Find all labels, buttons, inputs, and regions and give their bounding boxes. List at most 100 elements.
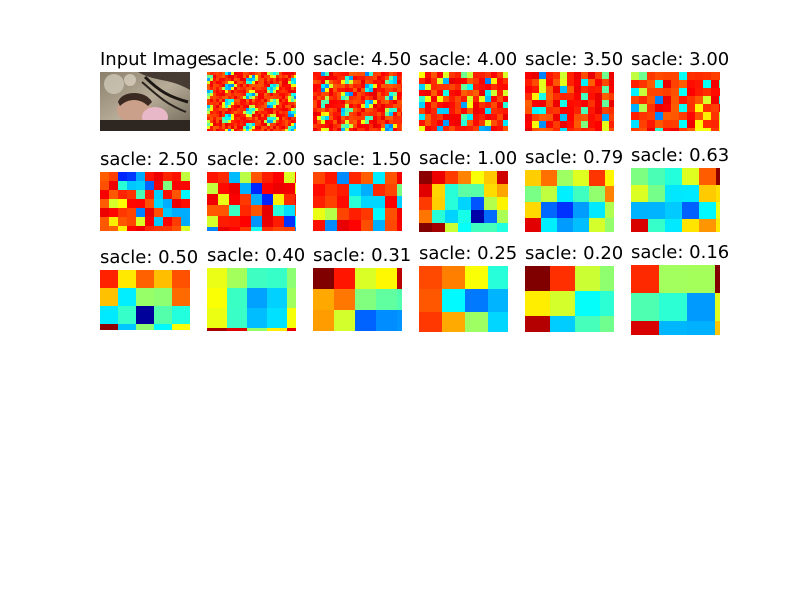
heatmap-cell: [393, 104, 398, 109]
heatmap-cell: [313, 104, 318, 109]
heatmap-cell: [567, 93, 575, 101]
heatmap-cell: [639, 72, 648, 81]
heatmap: [100, 270, 190, 330]
heatmap-cell: [213, 78, 217, 82]
heatmap-cell: [231, 111, 235, 115]
heatmap-cell: [345, 92, 350, 97]
heatmap-cell: [574, 128, 582, 131]
heatmap-cell: [127, 226, 137, 231]
heatmap-cell: [525, 218, 542, 232]
heatmap-cell: [703, 88, 712, 97]
heatmap-cell: [665, 202, 683, 220]
heatmap-cell: [588, 114, 596, 122]
heatmap-cell: [255, 81, 259, 85]
heatmap-cell: [181, 226, 190, 231]
heatmap-cell: [261, 111, 265, 115]
heatmap-cell: [317, 88, 322, 93]
heatmap-cell: [419, 289, 443, 313]
heatmap-cell: [546, 72, 554, 80]
heatmap-cell: [671, 120, 680, 129]
heatmap-cell: [213, 75, 217, 79]
heatmap-cell: [246, 99, 250, 103]
heatmap-cell: [589, 218, 606, 232]
heatmap-cell: [560, 72, 568, 80]
heatmap: [419, 266, 508, 332]
heatmap-cell: [181, 199, 190, 209]
heatmap-cell: [365, 76, 370, 81]
heatmap-cell: [373, 120, 378, 125]
heatmap-cell: [207, 111, 211, 115]
heatmap-cell: [539, 72, 547, 80]
heatmap-cell: [219, 75, 223, 79]
heatmap-cell: [291, 114, 295, 118]
panel-title: sacle: 0.63: [631, 145, 730, 166]
heatmap-cell: [541, 186, 558, 203]
heatmap-cell: [246, 87, 250, 91]
heatmap-cell: [560, 128, 568, 131]
heatmap-cell: [270, 102, 274, 106]
heatmap-cell: [369, 128, 374, 131]
heatmap-cell: [485, 72, 492, 79]
heatmap-cell: [329, 128, 334, 131]
heatmap-cell: [539, 107, 547, 115]
heatmap-cell: [295, 216, 296, 228]
heatmap-cell: [345, 76, 350, 81]
heatmap-cell: [258, 117, 262, 121]
heatmap-cell: [234, 72, 238, 76]
heatmap-cell: [219, 102, 223, 106]
heatmap-cell: [255, 120, 259, 124]
heatmap-cell: [365, 88, 370, 93]
heatmap-cell: [243, 129, 247, 131]
heatmap-cell: [365, 112, 370, 117]
heatmap-cell: [541, 202, 558, 219]
heatmap-cell: [246, 123, 250, 127]
heatmap-cell: [525, 79, 533, 87]
heatmap-cell: [419, 108, 426, 115]
heatmap-cell: [240, 93, 244, 97]
heatmap-cell: [261, 75, 265, 79]
heatmap-cell: [249, 105, 253, 109]
heatmap-cell: [258, 81, 262, 85]
heatmap-cell: [100, 181, 110, 191]
heatmap-cell: [373, 104, 378, 109]
heatmap-cell: [251, 172, 263, 184]
heatmap-cell: [443, 72, 450, 79]
heatmap-cell: [240, 227, 252, 231]
heatmap-cell: [252, 87, 256, 91]
heatmap-cell: [321, 112, 326, 117]
heatmap-cell: [284, 227, 296, 231]
heatmap-cell: [210, 87, 214, 91]
heatmap-cell: [240, 90, 244, 94]
heatmap-cell: [213, 129, 217, 131]
heatmap-cell: [647, 104, 656, 113]
heatmap-cell: [377, 80, 382, 85]
heatmap-cell: [294, 117, 296, 121]
heatmap-cell: [261, 84, 265, 88]
heatmap-cell: [207, 72, 211, 76]
heatmap-cell: [581, 93, 589, 101]
heatmap-cell: [437, 102, 444, 109]
heatmap-cell: [219, 87, 223, 91]
heatmap-cell: [397, 128, 402, 131]
heatmap-cell: [243, 99, 247, 103]
heatmap-cell: [695, 104, 704, 113]
heatmap-cell: [100, 306, 119, 325]
heatmap-cell: [365, 128, 370, 131]
heatmap-cell: [285, 102, 289, 106]
heatmap-cell: [261, 90, 265, 94]
heatmap-cell: [228, 117, 232, 121]
heatmap-cell: [581, 86, 589, 94]
heatmap-cell: [213, 81, 217, 85]
heatmap-cell: [663, 88, 672, 97]
heatmap-cell: [349, 128, 354, 131]
heatmap-cell: [181, 217, 190, 227]
heatmap-cell: [639, 80, 648, 89]
heatmap-cell: [261, 129, 265, 131]
heatmap-cell: [243, 108, 247, 112]
heatmap-cell: [695, 96, 704, 105]
heatmap-cell: [389, 72, 394, 77]
heatmap-cell: [219, 78, 223, 82]
heatmap-cell: [687, 321, 716, 335]
heatmap-cell: [136, 190, 146, 200]
heatmap-cell: [282, 84, 286, 88]
